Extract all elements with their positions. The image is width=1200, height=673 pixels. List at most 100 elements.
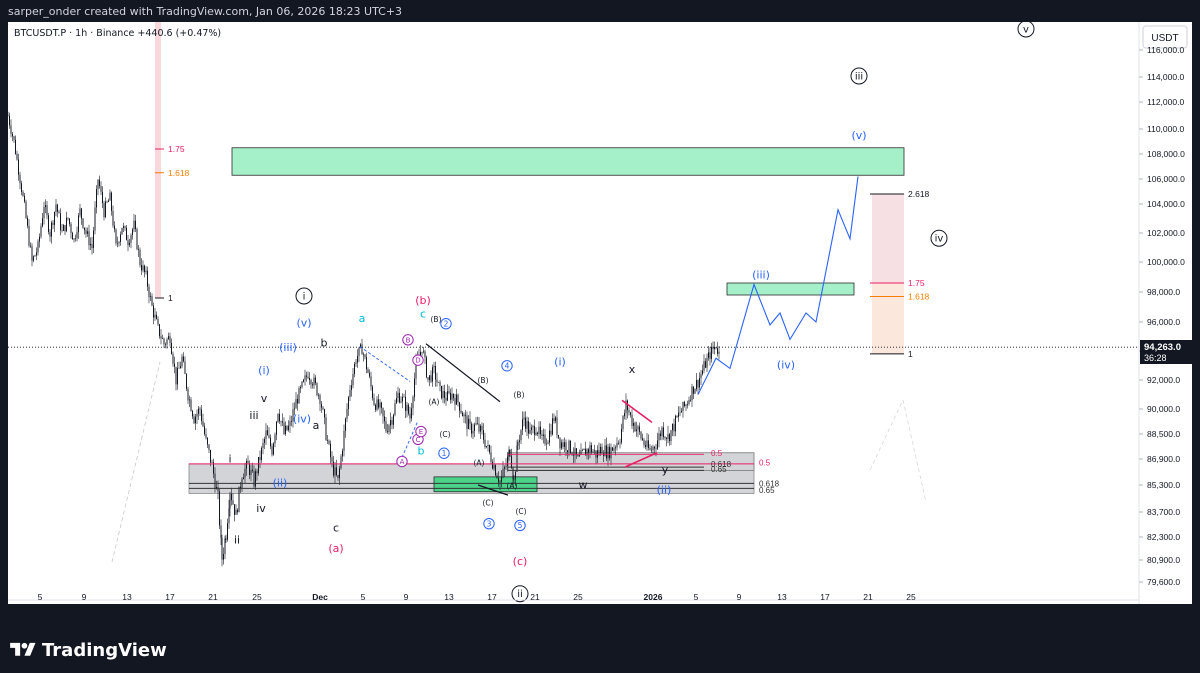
candle-body <box>352 374 354 386</box>
price-scale[interactable]: 79,600.0 80,900.0 82,300.0 83,700.0 85,300.0… <box>1139 45 1185 587</box>
candle-body <box>336 467 337 476</box>
candle-body <box>637 426 639 430</box>
candle-body <box>652 446 654 451</box>
time-tick-label: 17 <box>165 592 175 602</box>
wave-label: ii <box>517 589 523 600</box>
candle-body <box>498 478 499 483</box>
time-tick-label: 5 <box>38 592 43 602</box>
candle-body <box>148 286 150 298</box>
price-tick-label: 106,000.0 <box>1147 174 1185 184</box>
candle-body <box>456 394 457 405</box>
candle-body <box>631 414 633 426</box>
time-scale[interactable]: 5 9 13 17 21 25 Dec 5 9 13 17 21 25 2026 5 9 13 17 21 25 <box>38 592 916 602</box>
candle-body <box>544 434 546 444</box>
wave-label: x <box>629 363 636 376</box>
time-tick-label: 13 <box>444 592 454 602</box>
brand-name: TradingView <box>42 639 167 661</box>
candle-body <box>312 384 313 386</box>
candle-body <box>373 397 375 405</box>
candle-body <box>415 359 417 379</box>
candle-body <box>105 201 106 218</box>
time-tick-label: 9 <box>404 592 409 602</box>
candle-body <box>183 356 184 362</box>
candle-body <box>607 446 609 459</box>
candle-body <box>250 469 252 475</box>
candle-body <box>156 314 157 319</box>
candle-body <box>651 449 652 451</box>
candle-body <box>454 398 456 405</box>
candle-body <box>286 425 288 431</box>
candle-body <box>49 231 51 237</box>
candle-body <box>495 465 496 476</box>
candle-body <box>619 442 621 444</box>
wave-label-circle <box>850 67 868 85</box>
candle-body <box>111 192 112 211</box>
candle-body <box>474 424 475 431</box>
candle-body <box>505 465 507 468</box>
candle-body <box>430 375 432 382</box>
created-by-text: sarper_onder created with TradingView.co… <box>8 5 403 18</box>
candle-body <box>673 423 675 432</box>
price-tick-label: 96,000.0 <box>1147 317 1180 327</box>
candle-body <box>512 467 514 480</box>
candle-body <box>246 460 247 469</box>
fib-right-label: 1 <box>908 349 913 359</box>
candle-body <box>682 401 684 411</box>
wave-label: iii <box>249 409 258 422</box>
candle-body <box>81 208 82 219</box>
candle-body <box>382 407 384 417</box>
chart-pane[interactable]: 2.618 1.75 1.618 1 1.75 1.618 1 0.5 0.618 0.65 0.5… <box>8 22 1192 604</box>
candle-body <box>108 200 109 203</box>
wave-label-circle <box>402 334 414 346</box>
candle-body <box>171 343 172 354</box>
fib-right-label: 1.618 <box>908 292 930 302</box>
candle-body <box>339 468 340 479</box>
candle-body <box>559 437 561 449</box>
candle-body <box>400 401 402 403</box>
candle-body <box>340 456 342 469</box>
price-tick-label: 80,900.0 <box>1147 555 1180 565</box>
fib-left-label: 1.75 <box>168 144 185 154</box>
candle-body <box>391 420 393 425</box>
currency-box[interactable] <box>1142 25 1188 49</box>
candle-body <box>640 431 642 439</box>
candle-body <box>147 270 148 287</box>
wave-label: ii <box>234 534 240 547</box>
candle-body <box>280 421 282 422</box>
wave-label: iii <box>855 72 863 83</box>
wave-label: (iii) <box>279 341 297 354</box>
candle-body <box>210 449 211 463</box>
current-price-marker <box>1140 340 1192 364</box>
candle-body <box>82 218 84 228</box>
left-fib-column <box>155 22 161 298</box>
candle-body <box>115 229 117 244</box>
candle-body <box>354 363 355 375</box>
candle-body <box>34 255 36 257</box>
candle-body <box>477 423 478 424</box>
candle-body <box>235 509 237 515</box>
candle-body <box>484 439 486 447</box>
candle-body <box>558 434 559 438</box>
candle-body <box>297 399 298 404</box>
candle-body <box>232 500 234 505</box>
candle-body <box>25 201 27 218</box>
fib-mid-label: 0.618 <box>711 460 732 469</box>
candle-body <box>208 444 210 450</box>
candle-body <box>639 426 640 432</box>
candle-body <box>227 523 228 540</box>
trend-line-pink <box>624 452 658 468</box>
candle-body <box>132 229 133 236</box>
wave-label: (C) <box>482 498 493 507</box>
candle-body <box>480 425 481 432</box>
candle-body <box>295 399 297 409</box>
candle-body <box>385 421 387 432</box>
candle-body <box>361 344 363 355</box>
candle-body <box>378 399 379 408</box>
chart-canvas[interactable]: 2.6181.751.61811.751.61810.50.6180.650.5… <box>8 22 1192 604</box>
candle-body <box>66 217 67 232</box>
candle-body <box>490 452 492 463</box>
candle-body <box>409 413 411 419</box>
candle-body <box>64 225 66 232</box>
candle-body <box>72 232 73 240</box>
candle-body <box>462 412 463 417</box>
